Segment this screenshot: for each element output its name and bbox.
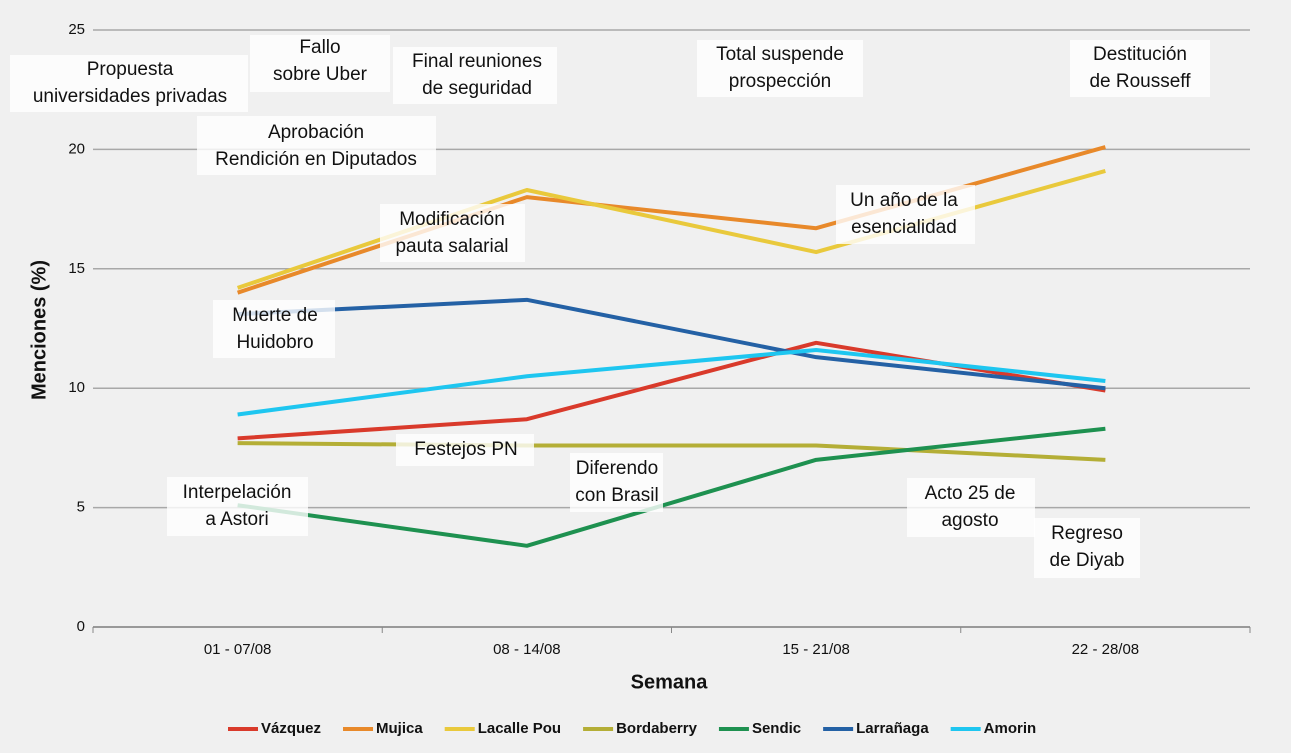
annotation-text: Final reuniones	[412, 51, 542, 72]
x-tick-label: 22 - 28/08	[1072, 641, 1140, 658]
annotation-text: Destitución	[1093, 44, 1187, 65]
annotation-text: con Brasil	[575, 485, 658, 506]
y-tick-label: 5	[77, 499, 85, 516]
annotation-text: Huidobro	[236, 332, 313, 353]
y-tick-label: 25	[68, 21, 85, 38]
annotation-text: de Rousseff	[1089, 71, 1191, 92]
annotation-box	[697, 40, 863, 97]
annotation-text: a Astori	[205, 509, 268, 530]
x-axis-title: Semana	[631, 671, 709, 693]
annotation-box	[836, 185, 975, 244]
series-line	[237, 347, 1106, 417]
legend-label: Vázquez	[261, 720, 321, 737]
annotation-text: de seguridad	[422, 78, 532, 99]
legend-label: Lacalle Pou	[478, 720, 561, 737]
y-tick-label: 20	[68, 140, 85, 157]
y-tick-label: 10	[68, 379, 85, 396]
annotation-box	[907, 478, 1035, 537]
annotation-box	[197, 116, 436, 175]
x-tick-label: 01 - 07/08	[204, 641, 272, 658]
annotation-box	[1034, 518, 1140, 578]
y-tick-label: 15	[68, 260, 85, 277]
annotation-text: Acto 25 de	[925, 483, 1016, 504]
annotation-text: de Diyab	[1050, 550, 1125, 571]
annotation-box	[570, 453, 663, 512]
y-axis-title: Menciones (%)	[28, 260, 50, 400]
annotation-text: universidades privadas	[33, 86, 227, 107]
annotation-text: prospección	[729, 71, 831, 92]
annotation-box	[393, 47, 557, 104]
annotation-box	[10, 55, 248, 112]
legend-label: Sendic	[752, 720, 801, 737]
annotation-text: Total suspende	[716, 44, 844, 65]
legend-label: Amorin	[984, 720, 1037, 737]
annotation-box	[213, 300, 335, 358]
annotation-text: Un año de la	[850, 190, 958, 211]
annotation-text: Fallo	[299, 37, 340, 58]
legend-label: Bordaberry	[616, 720, 698, 737]
annotation-text: esencialidad	[851, 217, 957, 238]
annotation-text: Muerte de	[232, 305, 318, 326]
y-tick-label: 0	[77, 618, 85, 635]
legend-label: Mujica	[376, 720, 423, 737]
annotation-box	[250, 35, 390, 92]
annotation-text: Interpelación	[183, 482, 292, 503]
annotation-text: sobre Uber	[273, 64, 368, 85]
series-line	[237, 297, 1106, 391]
annotation-text: pauta salarial	[395, 236, 508, 257]
annotation-text: Aprobación	[268, 122, 364, 143]
annotation-text: Propuesta	[87, 59, 174, 80]
annotation-box	[167, 477, 308, 536]
annotation-text: Regreso	[1051, 523, 1123, 544]
annotation-text: agosto	[941, 510, 998, 531]
annotation-text: Rendición en Diputados	[215, 149, 417, 170]
x-tick-label: 15 - 21/08	[782, 641, 850, 658]
annotation-text: Diferendo	[576, 458, 658, 479]
annotation-text: Modificación	[399, 209, 505, 230]
annotation-text: Festejos PN	[414, 439, 517, 460]
series-line	[237, 426, 1106, 548]
x-tick-label: 08 - 14/08	[493, 641, 561, 658]
annotation-box	[396, 434, 534, 466]
series-line	[237, 441, 1106, 462]
annotation-box	[1070, 40, 1210, 97]
annotation-box	[380, 204, 525, 262]
legend-label: Larrañaga	[856, 720, 929, 737]
